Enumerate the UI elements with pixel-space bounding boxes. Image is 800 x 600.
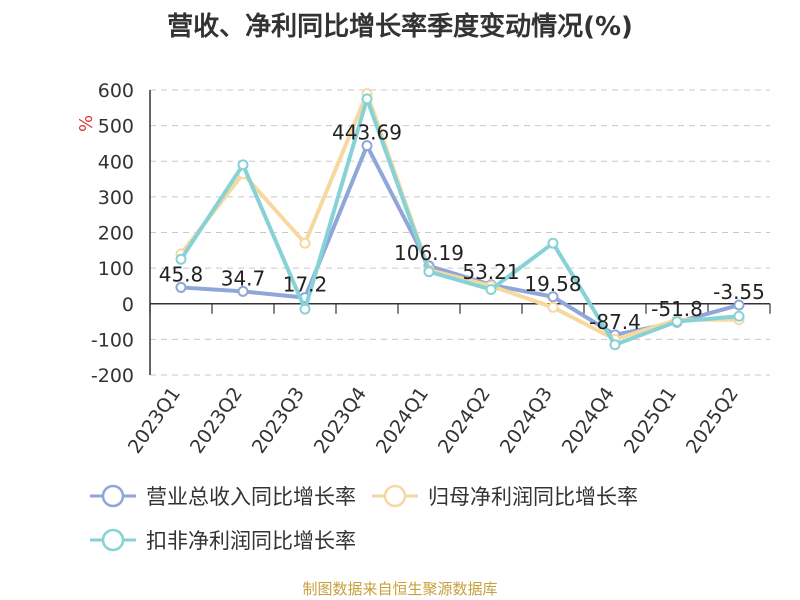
chart-title: 营收、净利同比增长率季度变动情况(%) [167,12,633,42]
legend-label: 扣非净利润同比增长率 [146,529,356,553]
x-tick-label: 2024Q3 [496,383,557,457]
series-lines [175,88,745,351]
data-point [547,237,559,249]
x-tick-label: 2023Q4 [310,383,371,457]
y-tick-label: 400 [98,151,134,173]
data-point [299,303,311,315]
y-tick-label: 500 [98,116,134,138]
x-tick-label: 2025Q2 [682,383,743,457]
data-point [361,140,373,152]
x-tick-label: 2024Q1 [372,383,433,457]
y-tick-label: 200 [98,223,134,245]
y-tick-label: -200 [91,365,134,387]
y-axis-label: % [76,115,97,132]
data-label: -51.8 [651,297,703,321]
legend-swatch [90,484,136,508]
data-point [547,301,559,313]
legend-item-0[interactable]: 营业总收入同比增长率 [88,474,356,518]
source-note: 制图数据来自恒生聚源数据库 [302,580,498,598]
series-line-1 [179,91,739,342]
legend-label: 营业总收入同比增长率 [146,485,356,509]
y-tick-label: -100 [91,329,134,351]
y-tick-label: 600 [98,80,134,102]
data-label: 45.8 [159,262,204,286]
data-label: -3.55 [713,280,765,304]
x-tick-label: 2023Q2 [186,383,247,457]
y-tick-label: 0 [122,294,134,316]
legend-swatch [90,528,136,552]
data-point [237,285,249,297]
grid-lines [150,89,770,376]
legend-label: 归母净利润同比增长率 [428,485,638,509]
data-label: 443.69 [332,121,402,145]
data-point [547,291,559,303]
legend-swatch [372,484,418,508]
data-label: 17.2 [283,273,328,297]
data-point [299,237,311,249]
x-tick-label: 2024Q4 [558,383,619,457]
data-point [175,281,187,293]
data-point [237,159,249,171]
x-tick-label: 2023Q1 [124,383,185,457]
legend-item-2[interactable]: 扣非净利润同比增长率 [88,518,356,562]
data-label: 53.21 [462,260,519,284]
x-tick-label: 2025Q1 [620,383,681,457]
data-point [485,284,497,295]
data-point [609,339,621,351]
legend-item-1[interactable]: 归母净利润同比增长率 [370,474,638,518]
series-line-2 [179,96,740,347]
y-tick-label: 300 [98,187,134,209]
x-tick-label: 2023Q3 [248,383,309,457]
data-point [671,316,683,328]
data-label: 106.19 [394,241,464,265]
data-label: 34.7 [221,266,266,290]
y-tick-label: 100 [98,258,134,280]
data-point [361,93,373,105]
data-point [733,310,745,322]
data-point [175,253,187,265]
data-label: 19.58 [524,272,581,296]
data-point [423,266,435,278]
x-tick-label: 2024Q2 [434,383,495,457]
data-label: -87.4 [589,310,641,334]
legend: 营业总收入同比增长率 归母净利润同比增长率扣非净利润同比增长率 [88,474,778,562]
data-point [733,299,745,311]
